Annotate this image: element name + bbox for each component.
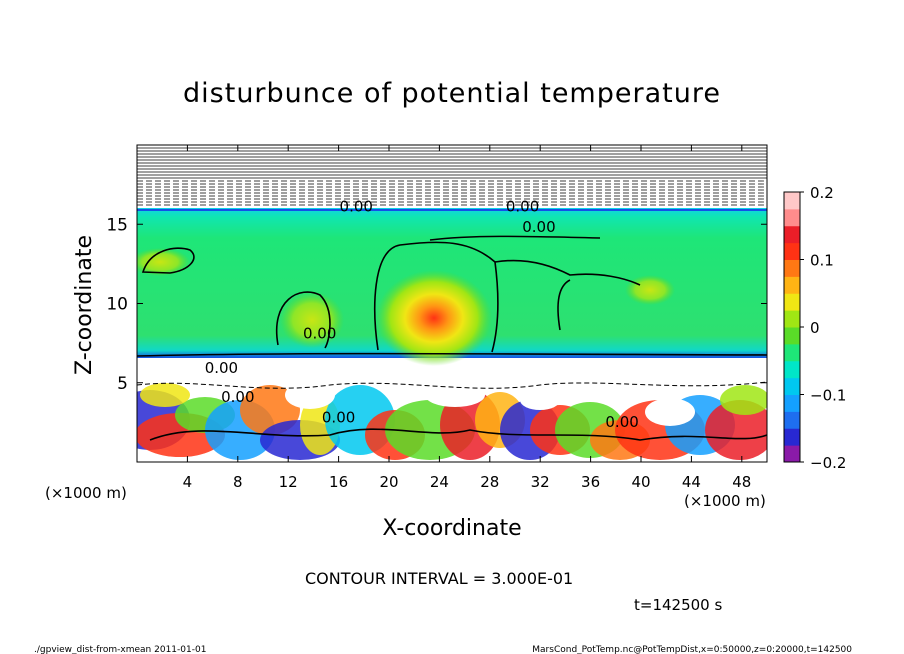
contour-label: 0.00 xyxy=(322,408,355,426)
colorbar-swatch xyxy=(784,377,800,395)
colorbar-swatch xyxy=(784,445,800,463)
x-tick-label: 20 xyxy=(379,473,398,491)
contour-label: 0.00 xyxy=(522,218,555,236)
y-tick-label: 15 xyxy=(106,215,128,235)
colorbar-swatch xyxy=(784,276,800,294)
colorbar-tick-label: 0 xyxy=(810,319,820,337)
footer-left: ./gpview_dist-from-xmean 2011-01-01 xyxy=(34,645,206,654)
x-tick-label: 44 xyxy=(682,473,701,491)
y-axis: 5 10 15 xyxy=(106,215,767,394)
contour-line xyxy=(429,235,601,241)
colorbar-tick-label: −0.2 xyxy=(810,454,846,472)
contour-label: 0.00 xyxy=(205,359,238,377)
chart-title: disturbunce of potential temperature xyxy=(183,78,721,109)
contour-label: 0.00 xyxy=(605,413,638,431)
x-tick-label: 4 xyxy=(183,473,193,491)
colorbar-swatch xyxy=(784,208,800,227)
x-axis-label: X-coordinate xyxy=(382,516,521,541)
y-tick-label: 10 xyxy=(106,295,128,315)
contour-label: 0.00 xyxy=(340,198,373,216)
colorbar-swatch xyxy=(784,310,800,328)
x-tick-label: 36 xyxy=(581,473,600,491)
x-tick-label: 24 xyxy=(430,473,449,491)
colorbar-tick-label: 0.2 xyxy=(810,184,834,202)
colorbar: 0.2 0.1 0 −0.1 −0.2 xyxy=(783,184,846,472)
colorbar-swatch xyxy=(784,225,800,244)
x-tick-label: 40 xyxy=(631,473,650,491)
footer-right: MarsCond_PotTemp.nc@PotTempDist,x=0:5000… xyxy=(532,645,852,654)
colorbar-swatch xyxy=(784,327,800,345)
colorbar-swatch xyxy=(784,428,800,446)
contour-line xyxy=(557,279,571,331)
x-tick-label: 8 xyxy=(233,473,243,491)
x-axis: 4 8 12 16 20 24 28 32 36 40 44 48 xyxy=(183,145,751,491)
contour-labels: 0.00 0.00 0.00 0.00 0.00 0.00 0.00 0.00 xyxy=(205,198,639,432)
contour-line-negative xyxy=(137,381,767,389)
colorbar-tick-label: 0.1 xyxy=(810,252,834,270)
x-unit-right: (×1000 m) xyxy=(684,492,766,510)
colorbar-swatch xyxy=(784,259,800,277)
top-contour-lines xyxy=(137,147,767,211)
x-tick-label: 32 xyxy=(531,473,550,491)
colorbar-tick-label: −0.1 xyxy=(810,387,846,405)
contour-interval-text: CONTOUR INTERVAL = 3.000E-01 xyxy=(305,569,573,588)
x-tick-label: 12 xyxy=(279,473,298,491)
x-tick-label: 28 xyxy=(480,473,499,491)
colorbar-swatch xyxy=(784,343,800,362)
y-axis-label: Z-coordinate xyxy=(72,235,97,375)
contour-line xyxy=(141,247,195,274)
colorbar-swatch xyxy=(784,192,800,210)
contour-label: 0.00 xyxy=(303,324,336,342)
contour-label: 0.00 xyxy=(221,388,254,406)
x-tick-label: 48 xyxy=(732,473,751,491)
contour-line xyxy=(374,241,499,353)
y-tick-label: 5 xyxy=(117,374,128,394)
contour-line xyxy=(137,352,767,357)
contour-line xyxy=(275,291,331,349)
contour-line xyxy=(149,428,767,441)
contour-lines xyxy=(137,235,767,441)
time-text: t=142500 s xyxy=(634,596,722,614)
colorbar-swatch xyxy=(784,411,800,429)
plot-area xyxy=(137,145,767,462)
x-unit-left: (×1000 m) xyxy=(45,484,127,502)
contour-line xyxy=(494,259,641,286)
colorbar-swatch xyxy=(784,242,800,260)
colorbar-swatch xyxy=(784,394,800,412)
x-tick-label: 16 xyxy=(329,473,348,491)
contour-label: 0.00 xyxy=(506,198,539,216)
colorbar-swatch xyxy=(784,360,800,379)
colorbar-swatch xyxy=(784,293,800,311)
